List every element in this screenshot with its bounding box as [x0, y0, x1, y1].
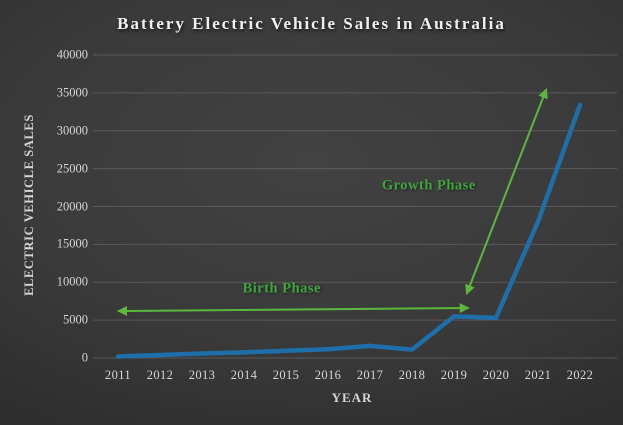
x-tick-label: 2018: [398, 368, 426, 382]
annotation-birth-phase: Birth Phase: [242, 280, 321, 297]
x-tick-label: 2017: [356, 368, 384, 382]
x-tick-label: 2022: [566, 368, 594, 382]
y-tick-label: 15000: [56, 236, 88, 251]
x-tick-label: 2012: [146, 368, 174, 382]
x-tick-label: 2013: [188, 368, 216, 382]
x-tick-label: 2020: [482, 368, 510, 382]
y-tick-label: 30000: [56, 123, 88, 138]
chart-title: Battery Electric Vehicle Sales in Austra…: [117, 14, 506, 33]
x-tick-label: 2011: [104, 368, 132, 382]
y-tick-label: 20000: [56, 199, 88, 213]
growth-phase-arrow: [465, 88, 548, 295]
x-tick-label: 2021: [524, 368, 552, 382]
x-tick-label: 2014: [230, 368, 258, 382]
y-tick-label: 10000: [56, 274, 88, 289]
x-axis-title: YEAR: [331, 390, 373, 405]
y-tick-label: 40000: [56, 47, 88, 62]
y-tick-label: 35000: [56, 85, 88, 100]
y-tick-label: 5000: [63, 312, 88, 327]
annotation-growth-phase: Growth Phase: [381, 177, 476, 194]
birth-phase-arrow: [117, 303, 470, 316]
x-tick-label: 2015: [272, 368, 300, 382]
x-tick-label: 2016: [314, 368, 342, 382]
y-tick-label: 25000: [56, 161, 88, 176]
y-tick-label: 0: [81, 350, 88, 365]
x-tick-label: 2019: [440, 368, 468, 382]
sales-line: [115, 102, 583, 359]
